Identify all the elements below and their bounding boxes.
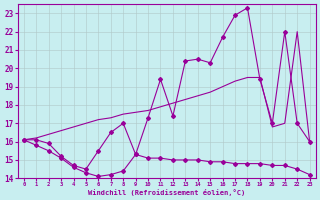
X-axis label: Windchill (Refroidissement éolien,°C): Windchill (Refroidissement éolien,°C)	[88, 189, 245, 196]
